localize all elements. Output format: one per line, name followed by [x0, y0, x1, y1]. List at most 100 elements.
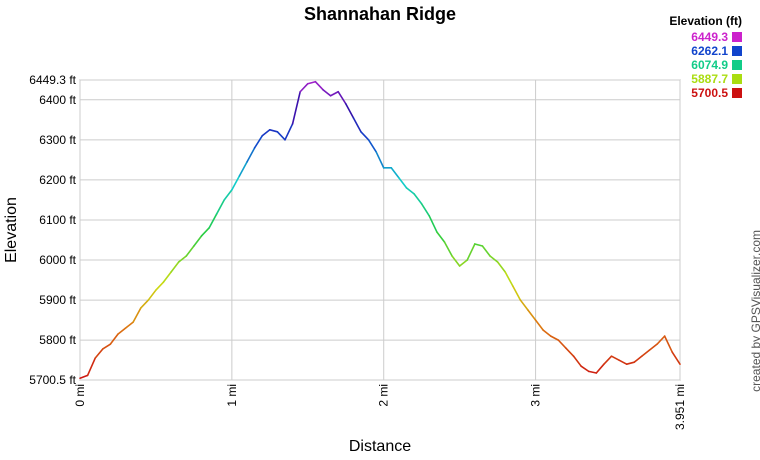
profile-segment — [413, 193, 423, 205]
profile-segment — [238, 161, 248, 177]
legend-entry: 6074.9 — [669, 58, 742, 72]
profile-segment — [337, 90, 347, 105]
profile-segment — [519, 299, 529, 311]
profile-segment — [185, 245, 195, 257]
profile-segment — [648, 343, 658, 351]
profile-segment — [610, 355, 620, 361]
profile-segment — [587, 370, 598, 374]
profile-segment — [572, 355, 582, 367]
grid-lines — [79, 79, 681, 381]
profile-segment — [200, 227, 210, 237]
profile-segment — [466, 243, 476, 261]
profile-segment — [580, 365, 590, 373]
legend-entry: 6262.1 — [669, 44, 742, 58]
profile-segment — [451, 255, 461, 267]
profile-segment — [322, 88, 332, 97]
profile-segment — [375, 151, 385, 169]
profile-segment — [557, 339, 567, 349]
profile-segment — [496, 261, 507, 273]
profile-segment — [193, 235, 203, 247]
profile-segment — [656, 335, 666, 345]
profile-segment — [595, 363, 605, 374]
profile-segment — [420, 203, 431, 217]
profile-segment — [261, 128, 271, 137]
legend-entry-label: 6262.1 — [691, 44, 728, 58]
profile-segment — [231, 175, 241, 191]
profile-segment — [344, 102, 355, 119]
profile-segment — [633, 355, 643, 363]
profile-segment — [299, 82, 309, 93]
legend-entry: 5700.5 — [669, 86, 742, 100]
profile-segment — [603, 355, 613, 365]
profile-segment — [162, 271, 172, 283]
profile-segment — [663, 335, 674, 353]
profile-segment — [291, 90, 301, 125]
profile-segment — [269, 128, 279, 133]
legend-swatch — [732, 74, 742, 84]
profile-segment — [246, 147, 256, 163]
profile-segment — [177, 255, 188, 263]
profile-segment — [428, 215, 438, 233]
profile-segment — [458, 259, 469, 267]
profile-segment — [94, 348, 104, 359]
profile-segment — [124, 321, 134, 329]
x-tick-label: 3.951 mi — [673, 384, 687, 430]
legend-swatch — [732, 32, 742, 42]
x-axis-label: Distance — [348, 438, 412, 455]
y-tick-label: 6300 ft — [39, 133, 76, 147]
profile-segment — [101, 343, 112, 350]
y-tick-label: 6100 ft — [39, 213, 76, 227]
profile-segment — [390, 167, 400, 179]
profile-segment — [436, 231, 446, 243]
y-tick-label: 5700.5 ft — [29, 373, 76, 387]
profile-segment — [306, 80, 317, 85]
plot-area — [79, 79, 681, 381]
credit-text: created by GPSVisualizer.com — [749, 230, 760, 392]
profile-segment — [276, 131, 286, 141]
x-tick-labels: 0 mi 1 mi 2 mi 3 mi 3.951 mi — [73, 384, 687, 430]
y-tick-label: 5800 ft — [39, 333, 76, 347]
legend-swatch — [732, 60, 742, 70]
profile-segment — [86, 357, 96, 377]
profile-segment — [352, 116, 362, 133]
legend-entry: 6449.3 — [669, 30, 742, 44]
profile-segment — [405, 187, 415, 195]
profile-segment — [489, 255, 499, 263]
profile-segment — [671, 351, 681, 365]
profile-segment — [79, 374, 89, 379]
profile-segment — [474, 243, 484, 247]
y-tick-label: 6000 ft — [39, 253, 76, 267]
legend-entry: 5887.7 — [669, 72, 742, 86]
profile-segment — [481, 245, 491, 257]
x-tick-label: 1 mi — [225, 384, 239, 407]
y-tick-labels: 5700.5 ft 5800 ft 5900 ft 6000 ft 6100 ft 620… — [29, 73, 76, 387]
profile-segment — [208, 213, 218, 229]
legend-entry-label: 6074.9 — [691, 58, 728, 72]
profile-segment — [443, 241, 453, 257]
profile-segment — [253, 135, 264, 149]
profile-segment — [618, 359, 628, 365]
profile-segment — [147, 289, 157, 301]
profile-segment — [284, 122, 294, 141]
legend-entry-label: 5700.5 — [691, 86, 728, 100]
profile-segment — [512, 285, 522, 301]
profile-segment — [117, 327, 127, 335]
profile-segment — [625, 361, 636, 365]
x-tick-label: 3 mi — [529, 384, 543, 407]
legend-entry-label: 6449.3 — [691, 30, 728, 44]
profile-segment — [504, 271, 514, 287]
profile-segment — [565, 347, 575, 357]
profile-segment — [170, 261, 180, 273]
profile-segment — [139, 299, 150, 309]
legend-swatch — [732, 46, 742, 56]
profile-segment — [534, 319, 544, 331]
profile-segment — [549, 335, 560, 341]
profile-segment — [155, 281, 165, 291]
profile-segment — [398, 177, 408, 189]
profile-segment — [542, 329, 552, 337]
y-tick-label: 6449.3 ft — [29, 73, 76, 87]
profile-segment — [527, 309, 537, 321]
profile-segment — [215, 199, 226, 215]
legend: Elevation (ft) 6449.3 6262.1 6074.9 5887.7 5… — [669, 14, 742, 100]
